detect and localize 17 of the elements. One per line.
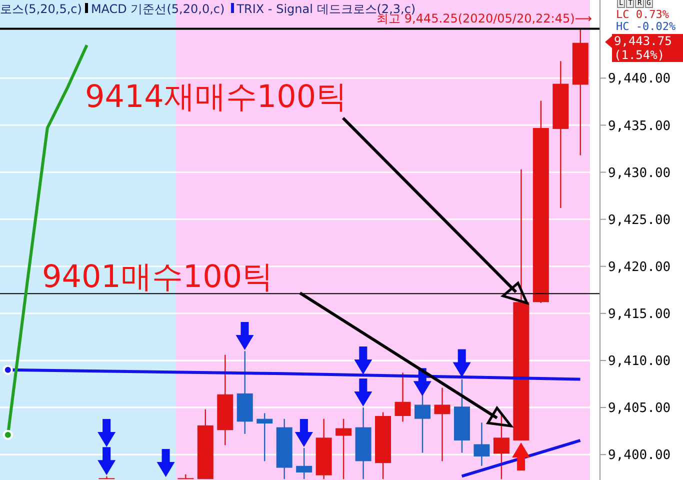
y-tick-label: 9,420.00 [608,260,671,275]
annotation: 9414재매수100틱 [85,78,348,117]
text: 9,443.75 [614,34,673,48]
y-tick-label: 9,415.00 [608,307,671,322]
annotation: 로스(5,20,5,c) [0,2,82,16]
y-tick-label: 9,425.00 [608,212,671,228]
y-tick-label: 9,435.00 [608,118,671,134]
text: LC 0.73% [616,8,669,21]
annotation: MACD 기준선(5,20,0,c) [90,2,225,16]
y-tick-label: 9,405.00 [608,401,671,416]
text: HC -0.02% [616,20,676,33]
y-tick-label: 9,400.00 [608,448,671,464]
y-tick-label: 9,410.00 [608,354,671,370]
y-tick-label: 9,440.00 [608,72,671,87]
y-tick-label: 9,430.00 [608,166,671,181]
text: (1.54%) [614,48,666,62]
annotation: 9401매수100틱 [42,258,274,297]
